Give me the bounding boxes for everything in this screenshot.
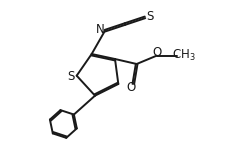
Text: N: N bbox=[96, 23, 105, 36]
Text: O: O bbox=[152, 45, 162, 58]
Text: S: S bbox=[146, 10, 153, 23]
Text: O: O bbox=[126, 81, 135, 94]
Text: S: S bbox=[68, 70, 75, 83]
Text: CH$_3$: CH$_3$ bbox=[172, 48, 196, 63]
